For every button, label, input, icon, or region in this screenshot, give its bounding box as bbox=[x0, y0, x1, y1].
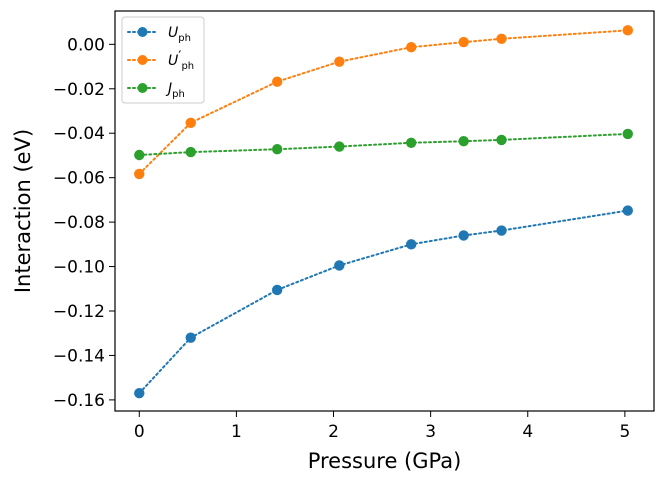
data-point bbox=[271, 76, 283, 87]
y-axis-label: Interaction (eV) bbox=[11, 129, 35, 293]
legend-label: U′ph bbox=[168, 49, 194, 72]
x-tick-label: 4 bbox=[522, 422, 533, 442]
legend-label-sub: ph bbox=[181, 61, 194, 72]
data-point bbox=[458, 230, 469, 241]
series-line-2 bbox=[138, 132, 629, 156]
data-point bbox=[334, 56, 345, 67]
data-point bbox=[406, 42, 417, 53]
data-point bbox=[496, 33, 507, 44]
x-tick-label: 3 bbox=[425, 422, 436, 442]
x-axis-label: Pressure (GPa) bbox=[308, 449, 462, 473]
x-tick-label: 1 bbox=[231, 422, 242, 442]
y-tick-label: −0.06 bbox=[53, 169, 105, 189]
legend-label-main: U bbox=[168, 25, 178, 41]
series-line-0 bbox=[138, 209, 629, 395]
data-point bbox=[271, 144, 283, 155]
legend-marker bbox=[137, 55, 148, 65]
data-point bbox=[622, 128, 633, 140]
legend-label-sub: ph bbox=[172, 89, 185, 100]
data-point bbox=[334, 260, 345, 271]
y-tick-label: −0.14 bbox=[53, 346, 105, 366]
data-point bbox=[458, 136, 469, 147]
y-axis: −0.16 −0.14 −0.12 −0.10 −0.08 −0.06 −0.04 −0.02… bbox=[53, 35, 115, 411]
y-tick-label: −0.08 bbox=[53, 213, 105, 233]
series-line-1 bbox=[138, 29, 629, 175]
plot-area bbox=[115, 11, 654, 411]
data-point bbox=[271, 284, 283, 296]
x-tick-label: 2 bbox=[328, 422, 339, 442]
y-tick-label: −0.04 bbox=[53, 124, 105, 144]
x-tick-label: 0 bbox=[134, 422, 145, 442]
y-tick-label: −0.12 bbox=[53, 302, 105, 322]
legend-label: Jph bbox=[165, 81, 185, 100]
legend-box bbox=[121, 16, 205, 104]
data-point bbox=[134, 168, 145, 180]
series-layer bbox=[134, 25, 633, 399]
y-tick-label: −0.16 bbox=[53, 391, 105, 411]
x-axis: 0 1 2 3 4 5 bbox=[134, 411, 630, 442]
data-point bbox=[134, 388, 145, 399]
x-tick-label: 5 bbox=[619, 422, 630, 442]
legend-marker bbox=[137, 27, 148, 37]
legend-label-main: J bbox=[165, 81, 172, 97]
data-point bbox=[458, 36, 469, 48]
data-point bbox=[622, 25, 633, 36]
data-point bbox=[406, 137, 417, 148]
y-tick-label: −0.10 bbox=[53, 258, 105, 278]
data-point bbox=[185, 146, 196, 158]
plot-frame bbox=[114, 10, 655, 412]
data-point bbox=[406, 239, 417, 250]
legend-label-main: U bbox=[168, 53, 178, 69]
legend-label-sub: ph bbox=[178, 33, 191, 44]
data-point bbox=[185, 117, 196, 128]
y-tick-label: −0.02 bbox=[53, 80, 105, 100]
data-point bbox=[622, 205, 633, 216]
data-point bbox=[334, 141, 345, 152]
legend-label-prime: ′ bbox=[178, 49, 181, 65]
data-point bbox=[134, 149, 145, 161]
legend-marker bbox=[137, 83, 148, 93]
data-point bbox=[496, 134, 507, 146]
data-point bbox=[496, 225, 507, 236]
y-tick-label: 0.00 bbox=[67, 35, 105, 55]
legend-label: Uph bbox=[168, 25, 191, 44]
data-point bbox=[185, 332, 196, 343]
